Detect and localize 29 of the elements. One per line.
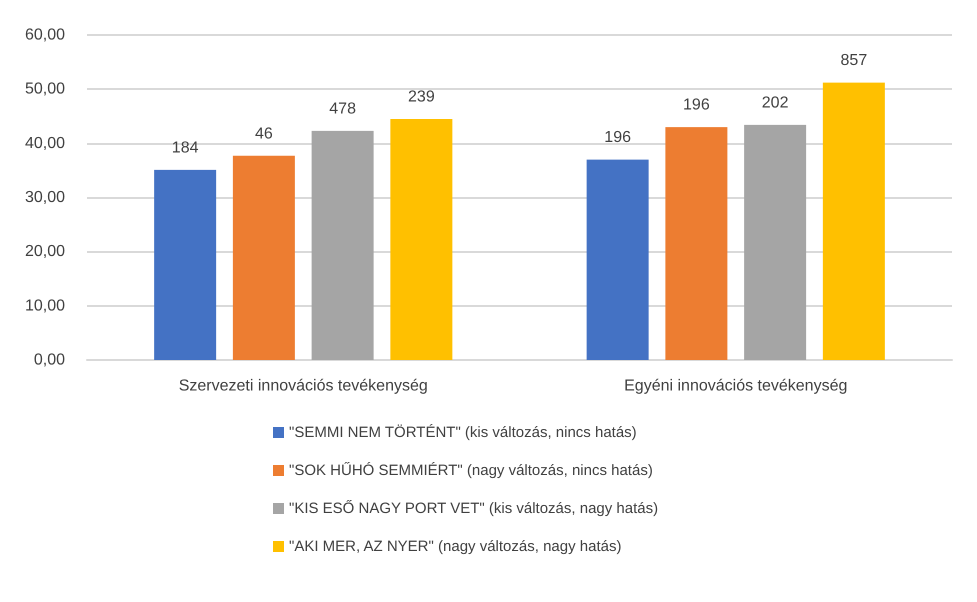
x-tick-label: Szervezeti innovációs tevékenység <box>178 378 428 394</box>
annotation: 196 <box>683 96 710 114</box>
x-tick-label: Egyéni innovációs tevékenység <box>624 378 848 394</box>
y-tick-label: 10,00 <box>24 297 66 314</box>
annotation: 478 <box>329 100 356 118</box>
bar <box>665 127 728 360</box>
bar <box>232 156 295 360</box>
annotation: 202 <box>762 94 789 112</box>
bar <box>586 160 649 360</box>
bar <box>390 118 452 360</box>
annotation: 196 <box>604 129 632 146</box>
y-tick-label: 30,00 <box>24 189 66 206</box>
bar <box>744 124 806 360</box>
y-tick-label: 0,00 <box>34 352 66 368</box>
legend-label: "SOK HŰHÓ SEMMIÉRT" (nagy változás, nincs hatás) <box>289 461 653 479</box>
annotation: 239 <box>408 88 435 106</box>
bar <box>312 130 374 360</box>
annotation: 857 <box>840 52 868 70</box>
bar <box>822 82 885 360</box>
y-tick-label: 60,00 <box>24 26 66 44</box>
y-tick-label: 20,00 <box>24 243 66 260</box>
y-tick-label: 40,00 <box>24 134 66 152</box>
bar <box>154 170 216 360</box>
annotation: 46 <box>254 125 273 142</box>
y-tick-label: 50,00 <box>24 80 66 98</box>
legend-label: "KIS ESŐ NAGY PORT VET" (kis változás, nagy hatás) <box>289 499 658 517</box>
legend-label: "SEMMI NEM TÖRTÉNT" (kis változás, nincs hatás) <box>289 423 637 441</box>
annotation: 184 <box>172 139 199 156</box>
legend-label: "AKI MER, AZ NYER" (nagy változás, nagy hatás) <box>289 538 622 555</box>
